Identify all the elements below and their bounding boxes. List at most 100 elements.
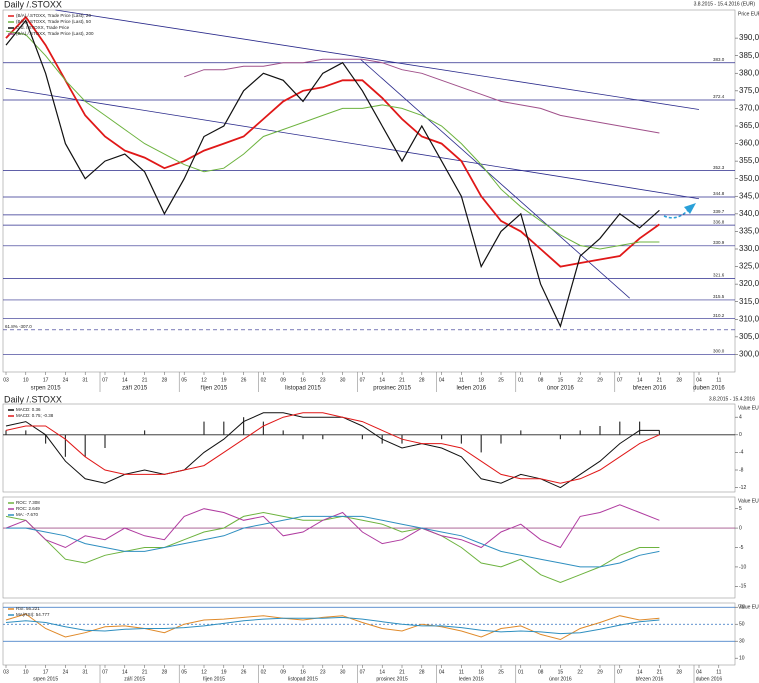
forecast-arrow: [663, 207, 691, 219]
histogram-bar: [223, 421, 225, 435]
histogram-bar: [203, 421, 205, 435]
histogram-bar: [658, 430, 660, 435]
y-tick-label: 385,0: [739, 51, 759, 60]
series-line: [5, 613, 660, 641]
x-tick-label: 09: [280, 377, 286, 383]
histogram-bar: [361, 434, 363, 440]
histogram-bar: [144, 430, 146, 435]
x-tick-label: 14: [637, 669, 643, 675]
level-label: 330.9: [713, 240, 725, 245]
x-tick-label: 05: [181, 377, 187, 383]
trend-line: [5, 87, 700, 200]
y-tick-label: 350,0: [739, 174, 759, 183]
histogram-bar: [441, 434, 443, 440]
x-tick-label: 03: [3, 377, 9, 383]
trend-line: [360, 58, 630, 299]
x-tick-label: 14: [122, 377, 128, 383]
month-label: říjen 2015: [203, 676, 225, 682]
x-tick-label: 16: [300, 377, 306, 383]
x-tick-label: 29: [597, 377, 603, 383]
panel-frame: [2, 602, 736, 666]
y-tick-label: -10: [739, 564, 746, 570]
month-label: únor 2016: [549, 676, 572, 682]
month-label: únor 2016: [547, 386, 575, 392]
month-label: září 2015: [124, 676, 145, 682]
y-tick-label: 330,0: [739, 244, 759, 253]
x-tick-label: 15: [558, 377, 564, 383]
month-label: prosinec 2015: [373, 386, 411, 392]
y-tick-label: 305,0: [739, 332, 759, 341]
series-line: [5, 30, 660, 250]
y-tick-label: -15: [739, 584, 746, 590]
histogram-bar: [500, 434, 502, 444]
x-tick-label: 04: [696, 669, 702, 675]
series-line: [5, 504, 660, 549]
y-tick-label: 345,0: [739, 191, 759, 200]
x-tick-label: 21: [142, 377, 148, 383]
x-tick-label: 25: [498, 377, 504, 383]
x-tick-label: 19: [221, 377, 227, 383]
x-tick-label: 19: [221, 669, 227, 675]
month-label: říjen 2015: [201, 386, 228, 392]
histogram-bar: [25, 430, 27, 435]
y-tick-label: 315,0: [739, 297, 759, 306]
level-label: 61.8% -307.0: [5, 324, 32, 329]
y-axis-label: Value EUR: [738, 498, 759, 504]
x-tick-label: 07: [360, 377, 366, 383]
x-tick-label: 18: [478, 377, 484, 383]
histogram-bar: [302, 434, 304, 440]
x-tick-label: 01: [518, 377, 524, 383]
histogram-bar: [639, 421, 641, 435]
x-tick-label: 21: [142, 669, 148, 675]
x-tick-label: 24: [63, 377, 69, 383]
x-tick-label: 12: [201, 669, 207, 675]
x-tick-label: 02: [261, 669, 267, 675]
x-tick-label: 17: [43, 669, 49, 675]
legend-entry: MACD: 0.75; -0.38: [16, 413, 54, 418]
x-tick-label: 11: [716, 377, 721, 383]
histogram-bar: [104, 434, 106, 448]
series-line: [5, 19, 660, 329]
month-label: listopad 2015: [288, 676, 318, 682]
histogram-bar: [45, 434, 47, 444]
forecast-arrowhead: [684, 203, 696, 214]
x-tick-label: 28: [419, 377, 425, 383]
x-tick-label: 23: [320, 669, 326, 675]
y-tick-label: 4: [739, 415, 742, 421]
series-line: [5, 412, 660, 489]
y-tick-label: 70: [739, 605, 745, 611]
y-tick-label: 360,0: [739, 139, 759, 148]
main-title: Daily /.STOXX: [4, 0, 62, 9]
x-tick-label: 30: [340, 377, 346, 383]
month-label: duben 2016: [693, 386, 725, 392]
x-tick-label: 07: [360, 669, 366, 675]
x-tick-label: 30: [340, 669, 346, 675]
series-line: [5, 616, 660, 635]
y-tick-label: 325,0: [739, 262, 759, 271]
y-tick-label: -12: [739, 485, 746, 491]
x-tick-label: 12: [201, 377, 207, 383]
month-label: listopad 2015: [285, 386, 321, 392]
x-tick-label: 17: [43, 377, 49, 383]
legend-entry: MA(RSI): 54.777: [16, 612, 50, 617]
legend-entry: (B/A) /.STOXX, Trade Price (Last), 20: [16, 13, 91, 18]
x-tick-label: 08: [538, 669, 544, 675]
histogram-bar: [5, 430, 7, 435]
x-tick-label: 04: [696, 377, 702, 383]
y-tick-label: 390,0: [739, 33, 759, 42]
legend-entry: (B/A) /.STOXX, Trade Price (Last), 50: [16, 19, 91, 24]
date-range-lower: 3.8.2015 - 15.4.2016: [709, 396, 755, 402]
panel-frame: [2, 9, 736, 373]
panel-frame: [2, 496, 736, 599]
histogram-bar: [84, 434, 86, 457]
x-tick-label: 28: [162, 669, 168, 675]
x-tick-label: 10: [23, 669, 29, 675]
x-tick-label: 23: [320, 377, 326, 383]
x-tick-label: 14: [379, 669, 385, 675]
level-label: 315.5: [713, 294, 725, 299]
histogram-bar: [599, 426, 601, 435]
y-tick-label: 50: [739, 622, 745, 628]
level-label: 344.8: [713, 191, 725, 196]
y-tick-label: -4: [739, 450, 744, 456]
legend-entry: Ord. /.STOXX, Trade Price: [16, 25, 70, 30]
